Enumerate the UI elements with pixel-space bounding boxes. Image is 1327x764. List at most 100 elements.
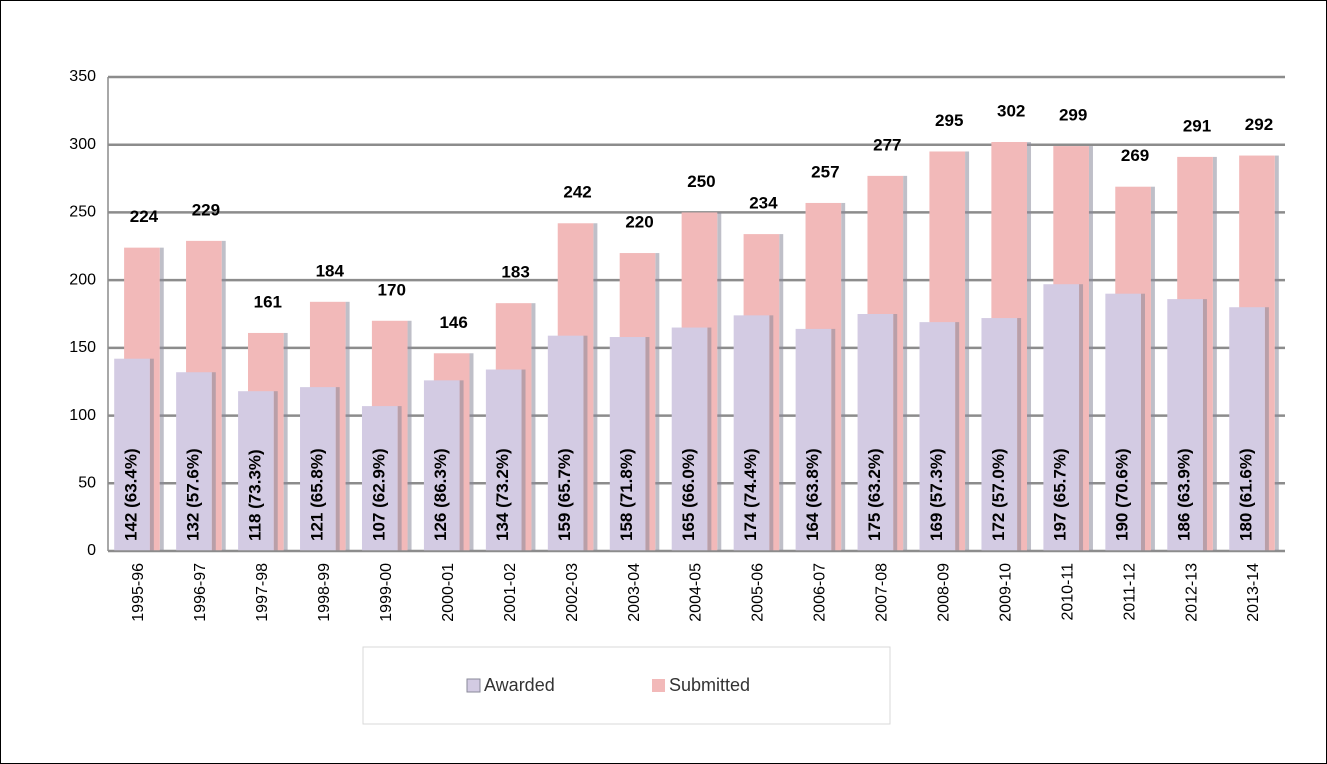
value-label: 121 (65.8%) (307, 448, 326, 541)
value-label: 229 (192, 200, 220, 219)
bar-side (831, 328, 836, 551)
value-label: 292 (1245, 115, 1273, 134)
bar-side (1079, 284, 1084, 551)
bar (114, 358, 150, 551)
bar-side (459, 380, 464, 551)
value-label: 224 (130, 207, 159, 226)
bar (1229, 307, 1265, 551)
value-label: 197 (65.7%) (1051, 448, 1070, 541)
value-label: 132 (57.6%) (183, 448, 202, 541)
bar (733, 315, 770, 551)
bar (795, 328, 832, 551)
value-label: 172 (57.0%) (989, 448, 1008, 541)
value-label: 190 (70.6%) (1113, 448, 1132, 541)
x-tick-label: 2000-01 (440, 563, 457, 622)
bar (361, 406, 398, 551)
value-label: 126 (86.3%) (431, 448, 450, 541)
bar-side (1150, 186, 1155, 551)
x-tick-label: 1999-00 (378, 563, 395, 622)
legend-swatch (652, 679, 665, 692)
bar (857, 314, 894, 551)
y-tick-label: 250 (69, 204, 96, 221)
value-label: 295 (935, 111, 963, 130)
bar (919, 322, 956, 551)
x-tick-label: 2010-11 (1059, 563, 1076, 621)
bar-side (211, 372, 216, 551)
legend-label: Awarded (484, 675, 555, 695)
bar-side (273, 391, 278, 551)
bar-side (345, 301, 350, 551)
bar (609, 337, 646, 551)
bar-side (159, 247, 164, 551)
bar-side (583, 335, 588, 551)
bar (485, 369, 522, 551)
value-label: 242 (563, 183, 591, 202)
value-label: 159 (65.7%) (555, 448, 574, 541)
y-tick-label: 300 (69, 136, 96, 153)
value-label: 174 (74.4%) (741, 448, 760, 541)
legend-swatch (466, 678, 481, 693)
y-tick-label: 350 (69, 68, 96, 85)
bar-side (221, 240, 226, 551)
bar (423, 380, 460, 551)
bar-side (717, 212, 722, 551)
bar-side (1140, 293, 1145, 551)
value-label: 277 (873, 135, 901, 154)
bar-side (283, 332, 288, 551)
x-tick-label: 2001-02 (502, 563, 519, 622)
bar-side (1088, 146, 1093, 551)
value-label: 118 (73.3%) (245, 449, 264, 541)
x-tick-label: 2006-07 (812, 563, 829, 622)
value-label: 186 (63.9%) (1175, 448, 1194, 541)
value-label: 250 (687, 172, 715, 191)
legend-label: Submitted (669, 675, 750, 695)
x-tick-label: 2009-10 (997, 563, 1014, 622)
bar-side (841, 202, 846, 551)
x-tick-label: 2003-04 (626, 563, 643, 622)
bar-side (531, 303, 536, 551)
bar-side (335, 387, 340, 551)
x-tick-label: 2004-05 (688, 563, 705, 622)
value-label: 234 (749, 194, 778, 213)
value-label: 146 (439, 313, 467, 332)
x-tick-label: 2007-08 (874, 563, 891, 622)
bar-side (769, 315, 774, 551)
bar (981, 318, 1018, 551)
value-label: 299 (1059, 106, 1087, 125)
value-label: 175 (63.2%) (865, 448, 884, 541)
bar-side (1212, 156, 1217, 551)
bar-side (1264, 307, 1269, 551)
value-label: 269 (1121, 146, 1149, 165)
bar-side (1027, 142, 1032, 551)
legend-box (362, 646, 891, 725)
value-label: 170 (378, 280, 406, 299)
bar-side (779, 234, 784, 551)
value-label: 183 (501, 263, 529, 282)
value-label: 107 (62.9%) (369, 448, 388, 541)
x-tick-label: 1996-97 (192, 563, 209, 622)
x-tick-label: 2012-13 (1183, 563, 1200, 622)
value-label: 142 (63.4%) (122, 448, 141, 541)
bar-side (955, 322, 960, 551)
value-label: 220 (625, 213, 653, 232)
value-label: 302 (997, 101, 1025, 120)
x-tick-label: 2011-12 (1121, 563, 1138, 621)
value-label: 184 (316, 261, 345, 280)
y-tick-label: 150 (69, 339, 96, 356)
value-label: 257 (811, 162, 839, 181)
bar-side (645, 337, 650, 551)
bar-side (965, 151, 970, 551)
y-tick-label: 0 (87, 542, 96, 559)
y-tick-label: 100 (69, 407, 96, 424)
bar-side (593, 223, 598, 551)
value-label: 180 (61.6%) (1237, 448, 1256, 541)
bar-side (893, 314, 898, 551)
bar-side (655, 253, 660, 552)
value-label: 164 (63.8%) (803, 448, 822, 541)
bar (671, 327, 708, 551)
x-tick-label: 2005-06 (750, 563, 767, 622)
y-tick-label: 50 (78, 475, 96, 492)
x-tick-label: 1997-98 (254, 563, 271, 622)
bar-side (149, 358, 154, 551)
